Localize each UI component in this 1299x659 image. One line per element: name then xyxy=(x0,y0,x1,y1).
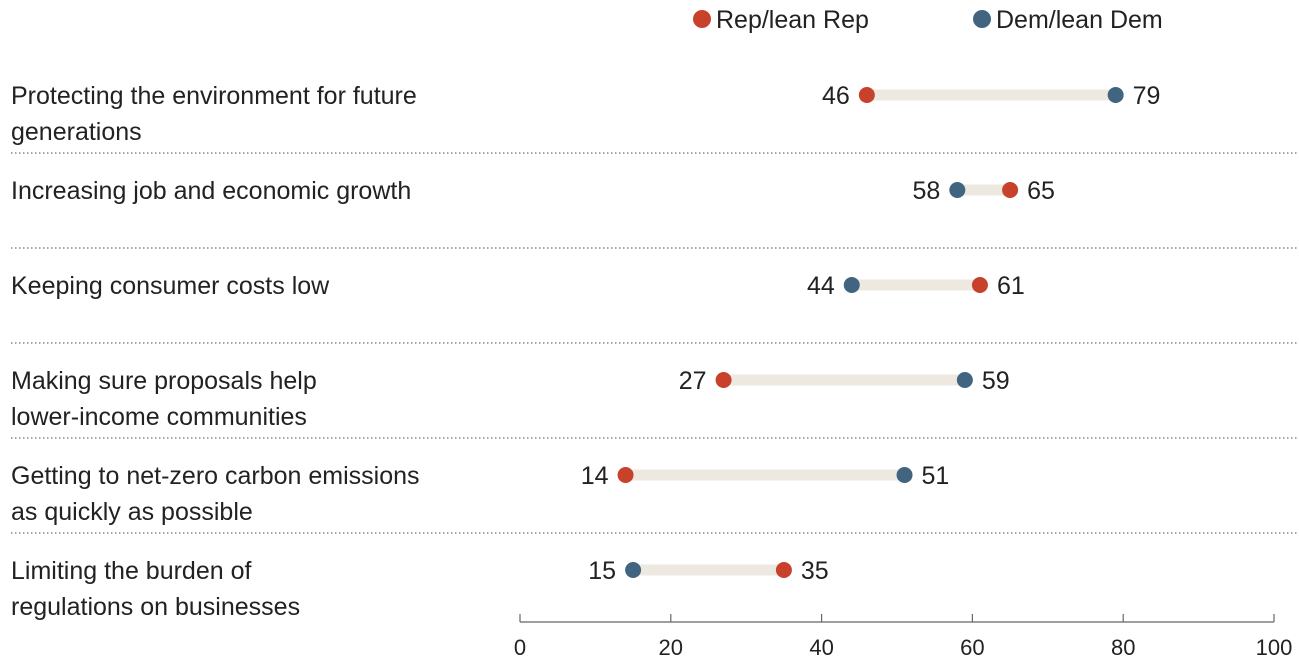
dem-value-label: 15 xyxy=(588,557,616,585)
legend-label-rep: Rep/lean Rep xyxy=(716,6,869,34)
dem-dot xyxy=(843,277,860,293)
dem-dot xyxy=(625,562,642,578)
rep-dot xyxy=(775,562,792,578)
rep-value-label: 35 xyxy=(801,557,829,585)
rep-value-label: 27 xyxy=(679,367,707,395)
legend: Rep/lean Rep Dem/lean Dem xyxy=(693,6,1163,34)
rep-dot xyxy=(858,87,875,103)
rep-dot xyxy=(971,277,988,293)
x-tick-label: 60 xyxy=(960,635,984,659)
dem-value-label: 51 xyxy=(922,462,950,490)
chart-row: Keeping consumer costs low 44 61 xyxy=(11,272,1299,344)
rep-value-label: 65 xyxy=(1027,177,1055,205)
rep-dot xyxy=(617,467,634,483)
dem-value-label: 58 xyxy=(913,177,941,205)
category-label: Making sure proposals help lower-income c… xyxy=(11,367,317,431)
chart-row: Getting to net-zero carbon emissions as q… xyxy=(11,462,1299,534)
x-tick-label: 20 xyxy=(659,635,683,659)
category-label: Getting to net-zero carbon emissions as q… xyxy=(11,462,420,526)
rep-value-label: 46 xyxy=(822,82,850,110)
x-tick-label: 100 xyxy=(1256,635,1293,659)
dem-dot xyxy=(956,372,973,388)
chart-row: Limiting the burden of regulations on bus… xyxy=(11,557,829,621)
x-axis: 0 20 40 60 80 100 xyxy=(514,614,1292,659)
legend-dot-dem xyxy=(973,10,991,28)
dem-value-label: 79 xyxy=(1133,82,1161,110)
chart-rows: Protecting the environment for future gen… xyxy=(11,82,1299,621)
x-tick-label: 40 xyxy=(809,635,833,659)
legend-label-dem: Dem/lean Dem xyxy=(996,6,1163,34)
dem-value-label: 44 xyxy=(807,272,835,300)
category-label: Increasing job and economic growth xyxy=(11,177,411,205)
category-label: Limiting the burden of regulations on bus… xyxy=(11,557,300,621)
rep-value-label: 61 xyxy=(997,272,1025,300)
chart-row: Making sure proposals help lower-income c… xyxy=(11,367,1299,439)
dem-dot xyxy=(1107,87,1124,103)
rep-dot xyxy=(1002,182,1019,198)
chart-row: Increasing job and economic growth 58 65 xyxy=(11,177,1299,249)
dem-dot xyxy=(949,182,966,198)
rep-dot xyxy=(715,372,732,388)
legend-dot-rep xyxy=(693,10,711,28)
dem-value-label: 59 xyxy=(982,367,1010,395)
chart-row: Protecting the environment for future gen… xyxy=(11,82,1299,154)
category-label: Protecting the environment for future gen… xyxy=(11,82,417,146)
x-tick-label: 0 xyxy=(514,635,526,659)
x-tick-label: 80 xyxy=(1111,635,1135,659)
category-label: Keeping consumer costs low xyxy=(11,272,330,300)
rep-value-label: 14 xyxy=(581,462,609,490)
dem-dot xyxy=(896,467,913,483)
